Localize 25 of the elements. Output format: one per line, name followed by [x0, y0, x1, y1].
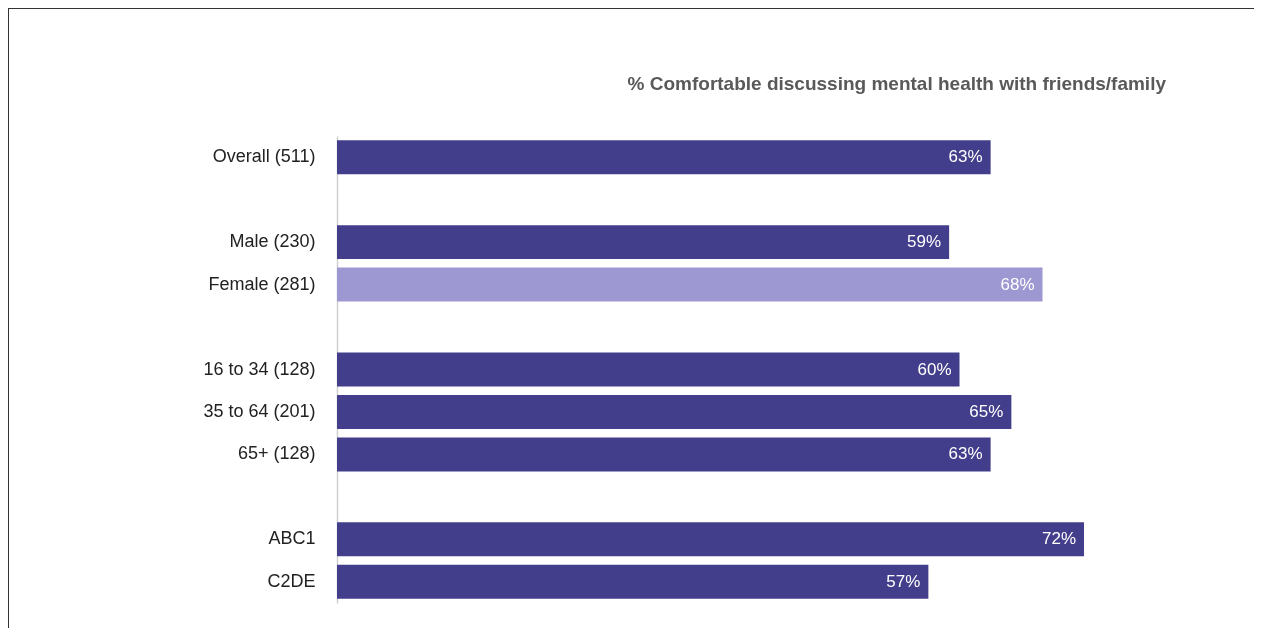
bar [337, 267, 1043, 302]
data-label: 57% [886, 571, 921, 591]
y-tick-label: 16 to 34 (128) [203, 358, 316, 379]
data-label: 72% [1041, 529, 1076, 549]
y-tick-label: Overall (511) [212, 146, 316, 167]
bar [337, 394, 1012, 429]
y-tick-label: C2DE [267, 570, 316, 591]
bar [337, 437, 991, 472]
y-tick-label: ABC1 [268, 528, 316, 549]
data-label: 65% [969, 401, 1004, 421]
bar [337, 564, 929, 599]
bar [337, 140, 991, 175]
y-tick-label: Female (281) [208, 273, 316, 294]
bar [337, 225, 950, 260]
bar [337, 352, 960, 387]
y-tick-label: Male (230) [229, 231, 316, 252]
data-label: 63% [948, 444, 983, 464]
data-label: 63% [948, 147, 983, 167]
data-label: 68% [1000, 274, 1035, 294]
data-label: 59% [907, 232, 942, 252]
y-tick-label: 35 to 64 (201) [203, 400, 316, 421]
bar [337, 522, 1084, 557]
data-label: 60% [917, 359, 952, 379]
y-tick-label: 65+ (128) [237, 443, 316, 464]
chart-title: % Comfortable discussing mental health with friends/family [627, 73, 1167, 94]
